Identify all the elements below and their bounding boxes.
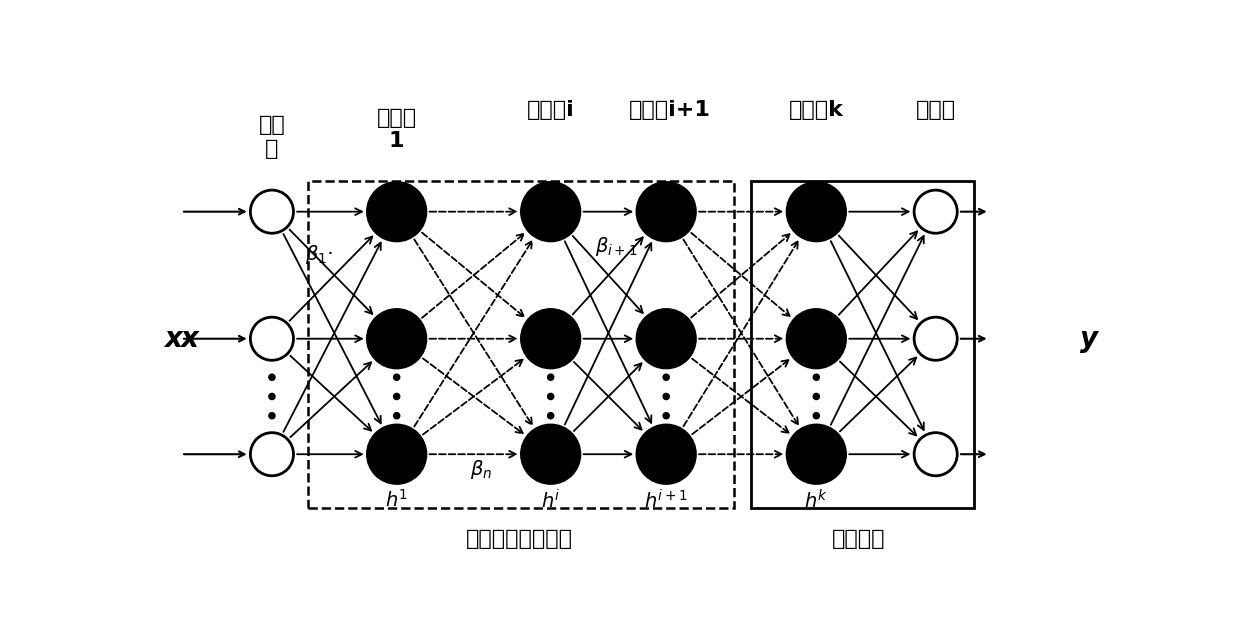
Text: $h^1$: $h^1$ [385, 489, 409, 511]
Circle shape [548, 374, 554, 380]
Circle shape [813, 413, 819, 419]
Circle shape [637, 183, 695, 241]
Circle shape [663, 394, 669, 399]
Text: y: y [1080, 325, 1098, 353]
Circle shape [813, 374, 819, 380]
Text: 隐含层
1: 隐含层 1 [377, 108, 416, 151]
Circle shape [787, 425, 845, 483]
Circle shape [813, 394, 819, 399]
Text: 隐含层i: 隐含层i [527, 100, 575, 120]
Text: $h^i$: $h^i$ [541, 489, 560, 512]
Bar [751, 181, 974, 508]
Circle shape [522, 310, 580, 368]
Circle shape [394, 394, 400, 399]
Circle shape [914, 433, 958, 476]
Text: 输入
层: 输入 层 [259, 115, 285, 158]
Circle shape [368, 183, 426, 241]
Circle shape [663, 413, 669, 419]
Text: 隐含层k: 隐含层k [789, 100, 844, 120]
Circle shape [663, 374, 669, 380]
Text: $h^{i+1}$: $h^{i+1}$ [644, 489, 688, 512]
Circle shape [637, 425, 695, 483]
Circle shape [522, 183, 580, 241]
Circle shape [250, 317, 294, 360]
Circle shape [548, 413, 554, 419]
Circle shape [787, 183, 845, 241]
Circle shape [787, 310, 845, 368]
Text: x: x [165, 325, 182, 353]
Text: $h^k$: $h^k$ [804, 489, 829, 512]
Circle shape [914, 190, 958, 233]
Text: $\beta_{i+1}$: $\beta_{i+1}$ [595, 235, 637, 258]
Circle shape [250, 433, 294, 476]
Circle shape [269, 394, 275, 399]
Bar [309, 181, 733, 508]
Circle shape [269, 374, 275, 380]
Circle shape [368, 310, 426, 368]
Circle shape [914, 317, 958, 360]
Text: $\beta_n$: $\beta_n$ [471, 458, 492, 481]
Text: $\beta_1$·: $\beta_1$· [305, 242, 333, 265]
Text: 隐含层i+1: 隐含层i+1 [629, 100, 711, 120]
Circle shape [637, 310, 695, 368]
Text: 输出层: 输出层 [916, 100, 955, 120]
Text: x: x [181, 325, 198, 353]
Circle shape [250, 190, 294, 233]
Text: 无监督自学习阶段: 无监督自学习阶段 [466, 529, 574, 549]
Circle shape [522, 425, 580, 483]
Circle shape [548, 394, 554, 399]
Circle shape [394, 413, 400, 419]
Circle shape [368, 425, 426, 483]
Circle shape [269, 413, 275, 419]
Circle shape [394, 374, 400, 380]
Text: 分类阶段: 分类阶段 [831, 529, 886, 549]
